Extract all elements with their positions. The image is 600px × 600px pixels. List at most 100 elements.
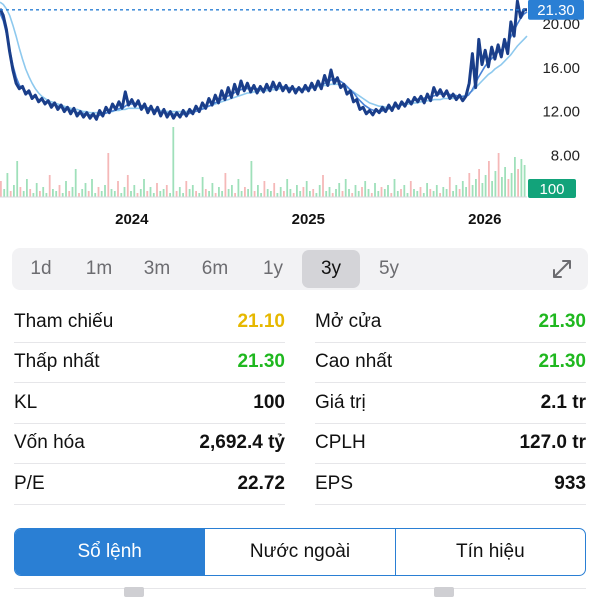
volume-bar — [442, 187, 445, 197]
volume-bar — [328, 187, 331, 197]
expand-diagonal-icon[interactable] — [550, 257, 574, 281]
x-tick-label: 2026 — [468, 211, 501, 228]
volume-bar — [292, 193, 295, 197]
volume-bar — [120, 193, 123, 197]
range-tab-3m[interactable]: 3m — [143, 258, 171, 279]
price-chart[interactable]: 20.00 16.00 12.00 8.00 21.30 100 2024 2025 20… — [0, 0, 600, 235]
volume-bar — [257, 185, 259, 197]
volume-bar — [32, 193, 35, 197]
volume-bar — [390, 193, 393, 197]
current-price-label: 21.30 — [537, 2, 575, 19]
tab-foreign[interactable]: Nước ngoài — [204, 529, 394, 575]
volume-bar — [283, 191, 285, 197]
volume-bar — [296, 185, 298, 197]
range-tab-3y[interactable]: 3y — [302, 250, 360, 288]
volume-bar — [191, 185, 194, 197]
range-tab-5y[interactable]: 5y — [378, 258, 400, 279]
stat-label: Giá trị — [315, 391, 366, 413]
stat-label: Cao nhất — [315, 351, 393, 373]
stat-row: Thấp nhất 21.30 Cao nhất 21.30 — [14, 343, 586, 383]
volume-bar — [348, 189, 350, 197]
volume-bar — [227, 189, 230, 197]
stat-row: Vốn hóa 2,692.4 tỷ CPLH 127.0 tr — [14, 424, 586, 464]
volume-bar — [305, 181, 308, 197]
range-tab-1y[interactable]: 1y — [262, 258, 284, 279]
volume-bar — [475, 179, 477, 197]
stat-label: Mở cửa — [315, 310, 382, 332]
volume-bar — [452, 191, 454, 197]
volume-bar — [156, 183, 158, 197]
volume-bar — [396, 191, 399, 197]
stat-label: P/E — [14, 472, 45, 494]
volume-bar — [16, 161, 19, 197]
volume-bar — [182, 193, 184, 197]
volume-bar — [445, 189, 448, 197]
volume-bar — [29, 189, 32, 197]
volume-bar — [218, 187, 220, 197]
range-tab-1m[interactable]: 1m — [85, 258, 113, 279]
stats-grid: Tham chiếu 21.10 Mở cửa 21.30 Thấp nhất … — [14, 302, 586, 505]
volume-bar — [253, 191, 256, 197]
y-tick-label: 12.00 — [542, 104, 580, 121]
volume-bar — [488, 161, 490, 197]
x-axis-ticks: 2024 2025 2026 — [115, 211, 501, 228]
volume-bar — [393, 179, 396, 197]
y-tick-label: 8.00 — [551, 147, 580, 164]
volume-bar — [331, 193, 334, 197]
x-tick-label: 2024 — [115, 211, 149, 228]
volume-bar — [149, 187, 152, 197]
volume-bar — [325, 191, 328, 197]
volume-bar — [299, 191, 302, 197]
volume-bar — [234, 193, 236, 197]
volume-bar — [367, 189, 370, 197]
volume-bar — [195, 191, 197, 197]
stat-market-cap: Vốn hóa 2,692.4 tỷ — [14, 424, 285, 464]
stat-label: CPLH — [315, 432, 366, 454]
volume-bar — [6, 173, 9, 197]
volume-bar — [435, 185, 438, 197]
y-tick-label: 16.00 — [542, 60, 580, 77]
volume-bar — [231, 185, 233, 197]
stat-value: 127.0 tr — [519, 432, 586, 454]
volume-bar — [45, 193, 48, 197]
volume-bar — [204, 189, 207, 197]
range-tab-6m[interactable]: 6m — [201, 258, 229, 279]
volume-bar — [364, 181, 367, 197]
column-header-peek — [434, 587, 454, 597]
volume-bar — [136, 193, 139, 197]
tab-signals[interactable]: Tín hiệu — [394, 529, 585, 575]
volume-bar — [465, 187, 467, 197]
volume-bar — [224, 173, 227, 197]
stat-row: P/E 22.72 EPS 933 — [14, 464, 586, 505]
volume-bar — [35, 183, 38, 197]
volume-bar — [455, 185, 458, 197]
volume-bar — [484, 175, 487, 197]
volume-bar — [481, 183, 484, 197]
volume-bar — [198, 193, 201, 197]
range-tab-1d[interactable]: 1d — [30, 258, 52, 279]
stat-volume: KL 100 — [14, 383, 285, 424]
volume-bar — [514, 157, 516, 197]
stat-value: 22.72 — [237, 472, 285, 494]
volume-bar — [370, 193, 373, 197]
stat-value: 21.30 — [538, 351, 586, 373]
x-tick-label: 2025 — [292, 211, 325, 228]
stat-label: KL — [14, 391, 38, 413]
volume-bar — [266, 189, 269, 197]
stat-value: 21.30 — [237, 351, 285, 373]
volume-bar — [74, 169, 77, 197]
volume-bar — [26, 179, 28, 197]
volume-bar — [387, 185, 389, 197]
volume-bar — [172, 127, 175, 197]
stat-value: 21.30 — [538, 310, 586, 332]
tab-order-book[interactable]: Sổ lệnh — [15, 529, 205, 575]
series-line-moving-average-short — [0, 11, 528, 117]
volume-bar — [81, 189, 84, 197]
volume-bar — [52, 189, 54, 197]
next-section-peek — [14, 587, 586, 600]
volume-bar — [240, 191, 243, 197]
volume-bar — [413, 189, 415, 197]
volume-bar — [302, 187, 305, 197]
volume-bar — [468, 173, 471, 197]
volume-bar — [520, 159, 523, 197]
